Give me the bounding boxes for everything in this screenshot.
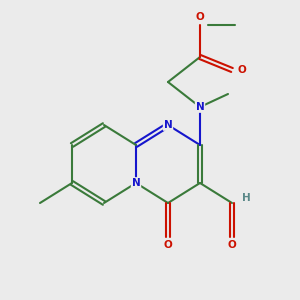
Text: O: O: [196, 12, 204, 22]
Text: O: O: [238, 65, 246, 75]
Text: O: O: [164, 240, 172, 250]
Text: N: N: [164, 120, 172, 130]
Text: O: O: [228, 240, 236, 250]
Text: N: N: [196, 102, 204, 112]
Text: N: N: [132, 178, 140, 188]
Text: H: H: [242, 193, 251, 203]
